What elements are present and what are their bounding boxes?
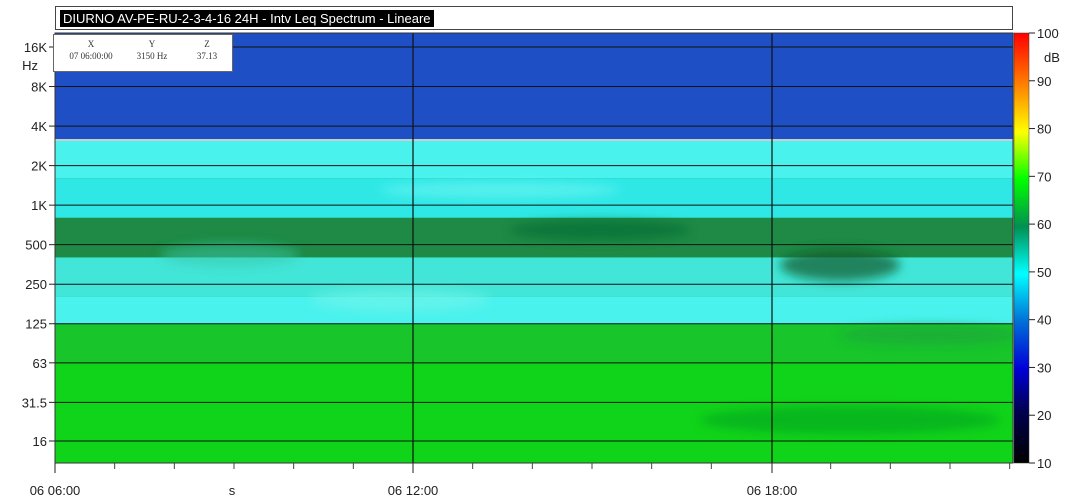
y-tick-label: 4K [31, 119, 47, 134]
colorbar-tick-label: 90 [1037, 74, 1051, 89]
readout-y-label: Y [148, 39, 156, 49]
colorbar-tick-label: 70 [1037, 169, 1051, 184]
cursor-readout: X 07 06:00:00 Y 3150 Hz Z 37.13 [53, 34, 233, 72]
chart-title: DIURNO AV-PE-RU-2-3-4-16 24H - Intv Leq … [60, 10, 434, 27]
heatmap-variations [160, 182, 1013, 434]
colorbar-tick-label: 10 [1037, 456, 1051, 471]
colorbar-ticks: 100 90 80 70 60 50 40 30 20 10 [1029, 26, 1059, 471]
readout-x-label: X [87, 39, 95, 49]
y-tick-label: 2K [31, 159, 47, 174]
heatmap-blob [780, 249, 900, 281]
colorbar-tick-label: 30 [1037, 360, 1051, 375]
colorbar-tick-label: 80 [1037, 122, 1051, 137]
colorbar-tick-label: 20 [1037, 408, 1051, 423]
readout-z-label: Z [204, 39, 210, 49]
readout-x: X 07 06:00:00 [60, 38, 122, 62]
x-tick-label: 06 12:00 [388, 483, 439, 498]
readout-z-value: 37.13 [196, 51, 218, 61]
colorbar-tick-label: 50 [1037, 265, 1051, 280]
y-tick-label: 500 [25, 238, 47, 253]
x-tick-label: 06 06:00 [30, 483, 81, 498]
heatmap-band [55, 139, 1013, 179]
plot-border [54, 32, 1014, 464]
y-tick-label: 250 [25, 277, 47, 292]
y-tick-label: 1K [31, 198, 47, 213]
heatmap-blob [310, 288, 490, 312]
heatmap-blob [160, 243, 300, 267]
heatmap-blob [380, 182, 620, 198]
colorbar-tick-label: 100 [1037, 26, 1059, 41]
colorbar [1013, 32, 1030, 464]
y-tick-label: 63 [33, 356, 47, 371]
y-axis: 16K 8K 4K 2K 1K 500 250 125 63 31.5 16 [22, 40, 55, 449]
y-tick-label: 16 [33, 434, 47, 449]
readout-y: Y 3150 Hz [126, 38, 178, 62]
y-tick-label: 8K [31, 80, 47, 95]
y-tick-label: 16K [24, 40, 47, 55]
y-axis-label: Hz [22, 58, 38, 73]
x-tick-label: 06 18:00 [747, 483, 798, 498]
grid-lines [55, 33, 1013, 463]
y-tick-label: 31.5 [22, 395, 47, 410]
readout-z: Z 37.13 [182, 38, 232, 62]
heatmap-blob [700, 406, 1000, 434]
readout-y-value: 3150 Hz [136, 51, 168, 61]
colorbar-tick-label: 40 [1037, 313, 1051, 328]
y-tick-label: 125 [25, 317, 47, 332]
x-axis-label: s [229, 483, 236, 498]
colorbar-unit: dB [1044, 50, 1060, 65]
colorbar-tick-label: 60 [1037, 217, 1051, 232]
chart-title-box: DIURNO AV-PE-RU-2-3-4-16 24H - Intv Leq … [55, 6, 1013, 30]
readout-x-value: 07 06:00:00 [69, 51, 113, 61]
heatmap-blob [840, 325, 1013, 345]
heatmap-blob [510, 220, 690, 240]
x-axis: 06 06:00 06 12:00 06 18:00 [30, 463, 1011, 498]
heatmap-band [55, 296, 1013, 324]
